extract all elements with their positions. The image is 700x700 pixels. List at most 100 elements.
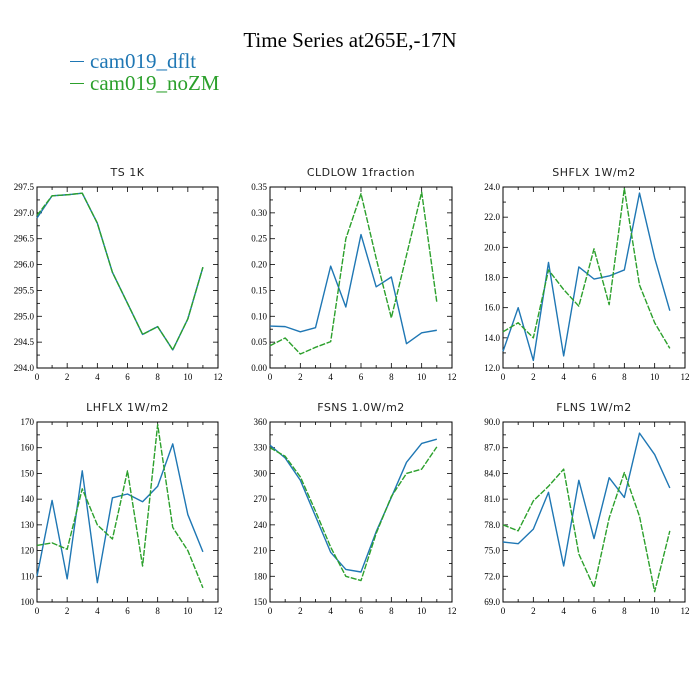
x-tick-label: 6 xyxy=(592,606,597,616)
series-line-dflt-fsns xyxy=(269,438,438,573)
y-tick-label: 84.0 xyxy=(484,468,500,478)
y-tick-label: 294.5 xyxy=(14,337,35,347)
panel-title-flns: FLNS 1W/m2 xyxy=(556,401,631,414)
panel-lhflx: LHFLX 1W/m2 0 2 4 6 8 10 12 100 110 120 130 140 150 16… xyxy=(21,401,223,616)
panel-frame-flns xyxy=(502,421,686,603)
x-tick-label: 4 xyxy=(95,606,100,616)
x-tick-label: 8 xyxy=(622,372,627,382)
x-tick-label: 12 xyxy=(448,372,457,382)
x-tick-label: 4 xyxy=(328,606,333,616)
y-tick-label: 120 xyxy=(21,546,35,556)
panel-title-shflx: SHFLX 1W/m2 xyxy=(552,166,636,179)
series-line-dflt-cldlow xyxy=(269,233,437,345)
y-tick-label: 69.0 xyxy=(484,597,500,607)
x-tick-label: 6 xyxy=(359,372,364,382)
panel-frame-ts xyxy=(36,186,219,369)
x-tick-label: 12 xyxy=(214,606,223,616)
y-tick-label: 295.5 xyxy=(14,285,35,295)
x-tick-label: 10 xyxy=(650,372,660,382)
y-tick-label: 360 xyxy=(254,417,268,427)
x-tick-label: 4 xyxy=(561,606,566,616)
series-line-dflt-flns xyxy=(502,432,671,567)
y-tick-label: 240 xyxy=(254,520,268,530)
x-tick-label: 2 xyxy=(65,606,70,616)
y-tick-label: 150 xyxy=(21,468,35,478)
legend-entry-dflt: cam019_dflt xyxy=(70,49,196,74)
y-tick-label: 78.0 xyxy=(484,520,500,530)
y-tick-label: 22.0 xyxy=(484,212,500,222)
x-tick-label: 12 xyxy=(681,606,690,616)
x-tick-label: 0 xyxy=(35,372,40,382)
y-tick-label: 294.0 xyxy=(14,363,35,373)
legend-line-dflt xyxy=(70,61,84,62)
legend-label-dflt: cam019_dflt xyxy=(90,49,197,73)
panel-title-fsns: FSNS 1.0W/m2 xyxy=(317,401,405,414)
x-tick-label: 6 xyxy=(592,372,597,382)
series-line-dflt-lhflx xyxy=(36,443,204,584)
x-tick-label: 0 xyxy=(501,606,506,616)
x-tick-label: 8 xyxy=(155,606,160,616)
y-tick-label: 0.05 xyxy=(251,337,267,347)
x-tick-label: 2 xyxy=(531,372,536,382)
y-tick-label: 270 xyxy=(254,494,268,504)
x-tick-label: 0 xyxy=(268,372,273,382)
y-tick-label: 110 xyxy=(21,571,35,581)
series-line-dflt-shflx xyxy=(502,192,671,362)
x-tick-label: 6 xyxy=(359,606,364,616)
panel-ts: TS 1K 0 2 4 6 8 10 12 294.0 294.5 295.0 295.5 296.0 2… xyxy=(14,166,223,382)
y-tick-label: 0.20 xyxy=(251,260,267,270)
y-tick-label: 330 xyxy=(254,443,268,453)
y-tick-label: 297.0 xyxy=(14,208,35,218)
x-tick-label: 0 xyxy=(35,606,40,616)
y-tick-label: 0.35 xyxy=(251,182,267,192)
x-tick-label: 4 xyxy=(561,372,566,382)
series-line-nozm-fsns xyxy=(269,446,438,582)
x-tick-label: 6 xyxy=(125,372,130,382)
y-tick-label: 24.0 xyxy=(484,182,500,192)
y-tick-label: 14.0 xyxy=(484,333,500,343)
x-tick-label: 10 xyxy=(183,372,193,382)
y-tick-label: 81.0 xyxy=(484,494,500,504)
y-tick-label: 75.0 xyxy=(484,546,500,556)
panel-flns: FLNS 1W/m2 0 2 4 6 8 10 12 69.0 72.0 75.0 78.0 81.0 8… xyxy=(484,401,689,616)
y-tick-label: 130 xyxy=(21,520,35,530)
y-tick-label: 16.0 xyxy=(484,303,500,313)
y-tick-label: 0.00 xyxy=(251,363,267,373)
panel-shflx: SHFLX 1W/m2 0 2 4 6 8 10 12 12.0 14.0 16.0 18.0 20.0… xyxy=(484,166,689,382)
legend-entry-nozm: cam019_noZM xyxy=(70,71,219,96)
y-tick-label: 150 xyxy=(254,597,268,607)
panel-cldlow: CLDLOW 1fraction 0 2 4 6 8 10 12 0.00 0.05 0.10 0.1… xyxy=(251,166,456,382)
series-line-dflt-ts xyxy=(36,192,204,351)
x-tick-label: 10 xyxy=(417,606,427,616)
x-tick-label: 0 xyxy=(268,606,273,616)
y-tick-label: 160 xyxy=(21,443,35,453)
panel-title-cldlow: CLDLOW 1fraction xyxy=(307,166,415,179)
x-tick-label: 10 xyxy=(650,606,660,616)
y-tick-label: 18.0 xyxy=(484,273,500,283)
y-tick-label: 0.10 xyxy=(251,311,267,321)
y-tick-label: 100 xyxy=(21,597,35,607)
x-tick-label: 2 xyxy=(298,606,303,616)
x-tick-label: 8 xyxy=(389,372,394,382)
y-tick-label: 295.0 xyxy=(14,311,35,321)
y-tick-label: 12.0 xyxy=(484,363,500,373)
chart-title: Time Series at265E,-17N xyxy=(243,28,457,52)
y-tick-label: 0.25 xyxy=(251,234,267,244)
panel-fsns: FSNS 1.0W/m2 0 2 4 6 8 10 12 150 180 210 240 270 300 3… xyxy=(254,401,457,616)
y-tick-label: 20.0 xyxy=(484,242,500,252)
y-tick-label: 87.0 xyxy=(484,443,500,453)
x-tick-label: 4 xyxy=(95,372,100,382)
y-tick-label: 300 xyxy=(254,468,268,478)
y-tick-label: 0.30 xyxy=(251,208,267,218)
x-tick-label: 8 xyxy=(155,372,160,382)
series-line-nozm-ts xyxy=(36,192,204,351)
x-tick-label: 2 xyxy=(531,606,536,616)
panel-title-lhflx: LHFLX 1W/m2 xyxy=(86,401,169,414)
x-tick-label: 8 xyxy=(622,606,627,616)
x-tick-label: 6 xyxy=(125,606,130,616)
series-line-nozm-cldlow xyxy=(269,191,438,355)
x-tick-label: 10 xyxy=(183,606,193,616)
y-tick-label: 297.5 xyxy=(14,182,35,192)
panel-frame-shflx xyxy=(502,186,686,369)
